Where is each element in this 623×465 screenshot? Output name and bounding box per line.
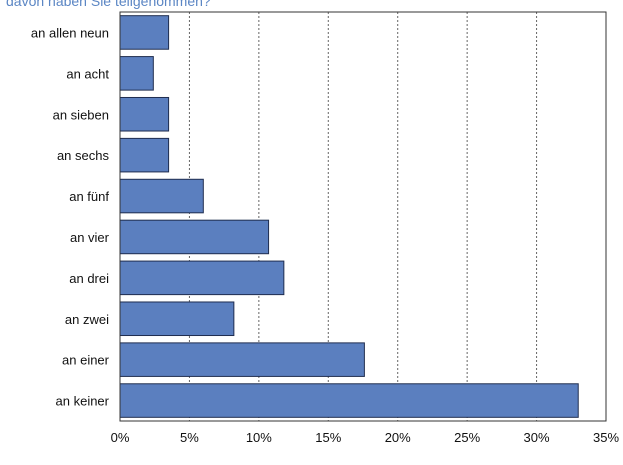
category-label: an sechs xyxy=(57,148,110,163)
category-label: an drei xyxy=(69,271,109,286)
bars xyxy=(119,15,579,418)
category-label: an sieben xyxy=(53,107,109,122)
bar xyxy=(119,178,204,214)
x-tick-label: 35% xyxy=(593,430,619,445)
category-label: an fünf xyxy=(69,189,109,204)
category-label: an acht xyxy=(66,66,109,81)
category-label: an keiner xyxy=(56,394,110,409)
bar xyxy=(119,137,170,173)
bar xyxy=(119,219,270,255)
x-axis-tick-labels: 0% 5% 10% 15% 20% 25% 30% 35% xyxy=(111,430,620,445)
category-label: an einer xyxy=(62,353,110,368)
x-tick-label: 25% xyxy=(454,430,480,445)
category-labels: an allen neun an acht an sieben an sechs an … xyxy=(31,25,110,408)
bar xyxy=(119,301,235,337)
plot-area-frame xyxy=(119,11,607,422)
bar xyxy=(119,56,154,91)
x-tick-label: 10% xyxy=(246,430,272,445)
category-label: an vier xyxy=(70,230,110,245)
bar xyxy=(119,260,285,296)
bar xyxy=(119,15,170,50)
x-tick-label: 20% xyxy=(385,430,411,445)
chart-question-caption: davon haben Sie teilgenommen? xyxy=(6,0,211,9)
x-tick-label: 5% xyxy=(180,430,199,445)
category-label: an allen neun xyxy=(31,25,109,40)
bar xyxy=(119,342,365,377)
x-tick-label: 0% xyxy=(111,430,130,445)
x-tick-label: 30% xyxy=(524,430,550,445)
bar xyxy=(119,96,170,132)
x-tick-label: 15% xyxy=(315,430,341,445)
category-label: an zwei xyxy=(65,312,109,327)
bar xyxy=(119,383,579,418)
